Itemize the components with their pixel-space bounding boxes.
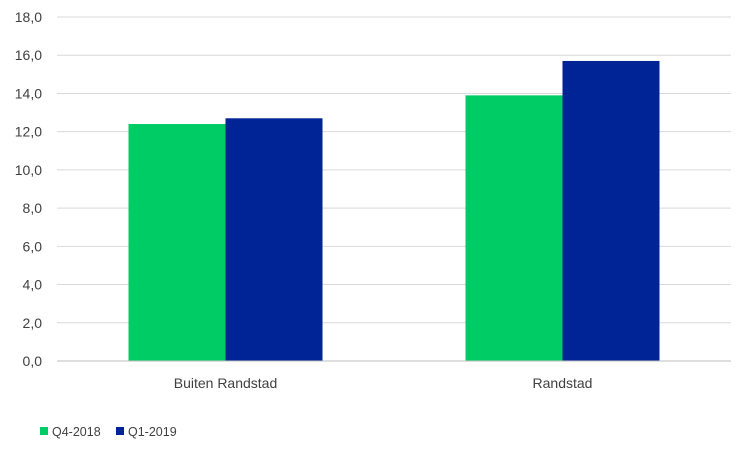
legend-label: Q1-2019 (128, 425, 177, 439)
y-tick-label: 4,0 (23, 277, 43, 293)
x-category-label: Randstad (533, 375, 593, 391)
y-tick-label: 6,0 (23, 238, 43, 254)
bar-q1-2019-randstad (562, 60, 660, 361)
y-tick-label: 10,0 (15, 162, 42, 178)
legend: Q4-2018 Q1-2019 (40, 425, 177, 439)
y-tick-label: 18,0 (15, 9, 42, 25)
bar-q4-2018-randstad (465, 95, 563, 361)
bar-q4-2018-buiten-randstad (128, 124, 226, 362)
x-axis-categories: Buiten Randstad Randstad (174, 375, 593, 391)
y-tick-label: 16,0 (15, 47, 42, 63)
y-tick-label: 14,0 (15, 85, 42, 101)
y-tick-label: 2,0 (23, 315, 43, 331)
legend-swatch (40, 427, 48, 435)
y-tick-label: 8,0 (23, 200, 43, 216)
y-axis-ticks: 0,0 2,0 4,0 6,0 8,0 10,0 12,0 14,0 16,0 18,0 (15, 9, 42, 369)
legend-swatch (116, 427, 124, 435)
x-category-label: Buiten Randstad (174, 375, 278, 391)
bar-q1-2019-buiten-randstad (225, 118, 323, 362)
legend-label: Q4-2018 (52, 425, 101, 439)
y-tick-label: 12,0 (15, 124, 42, 140)
y-tick-label: 0,0 (23, 353, 43, 369)
bars (128, 60, 660, 362)
